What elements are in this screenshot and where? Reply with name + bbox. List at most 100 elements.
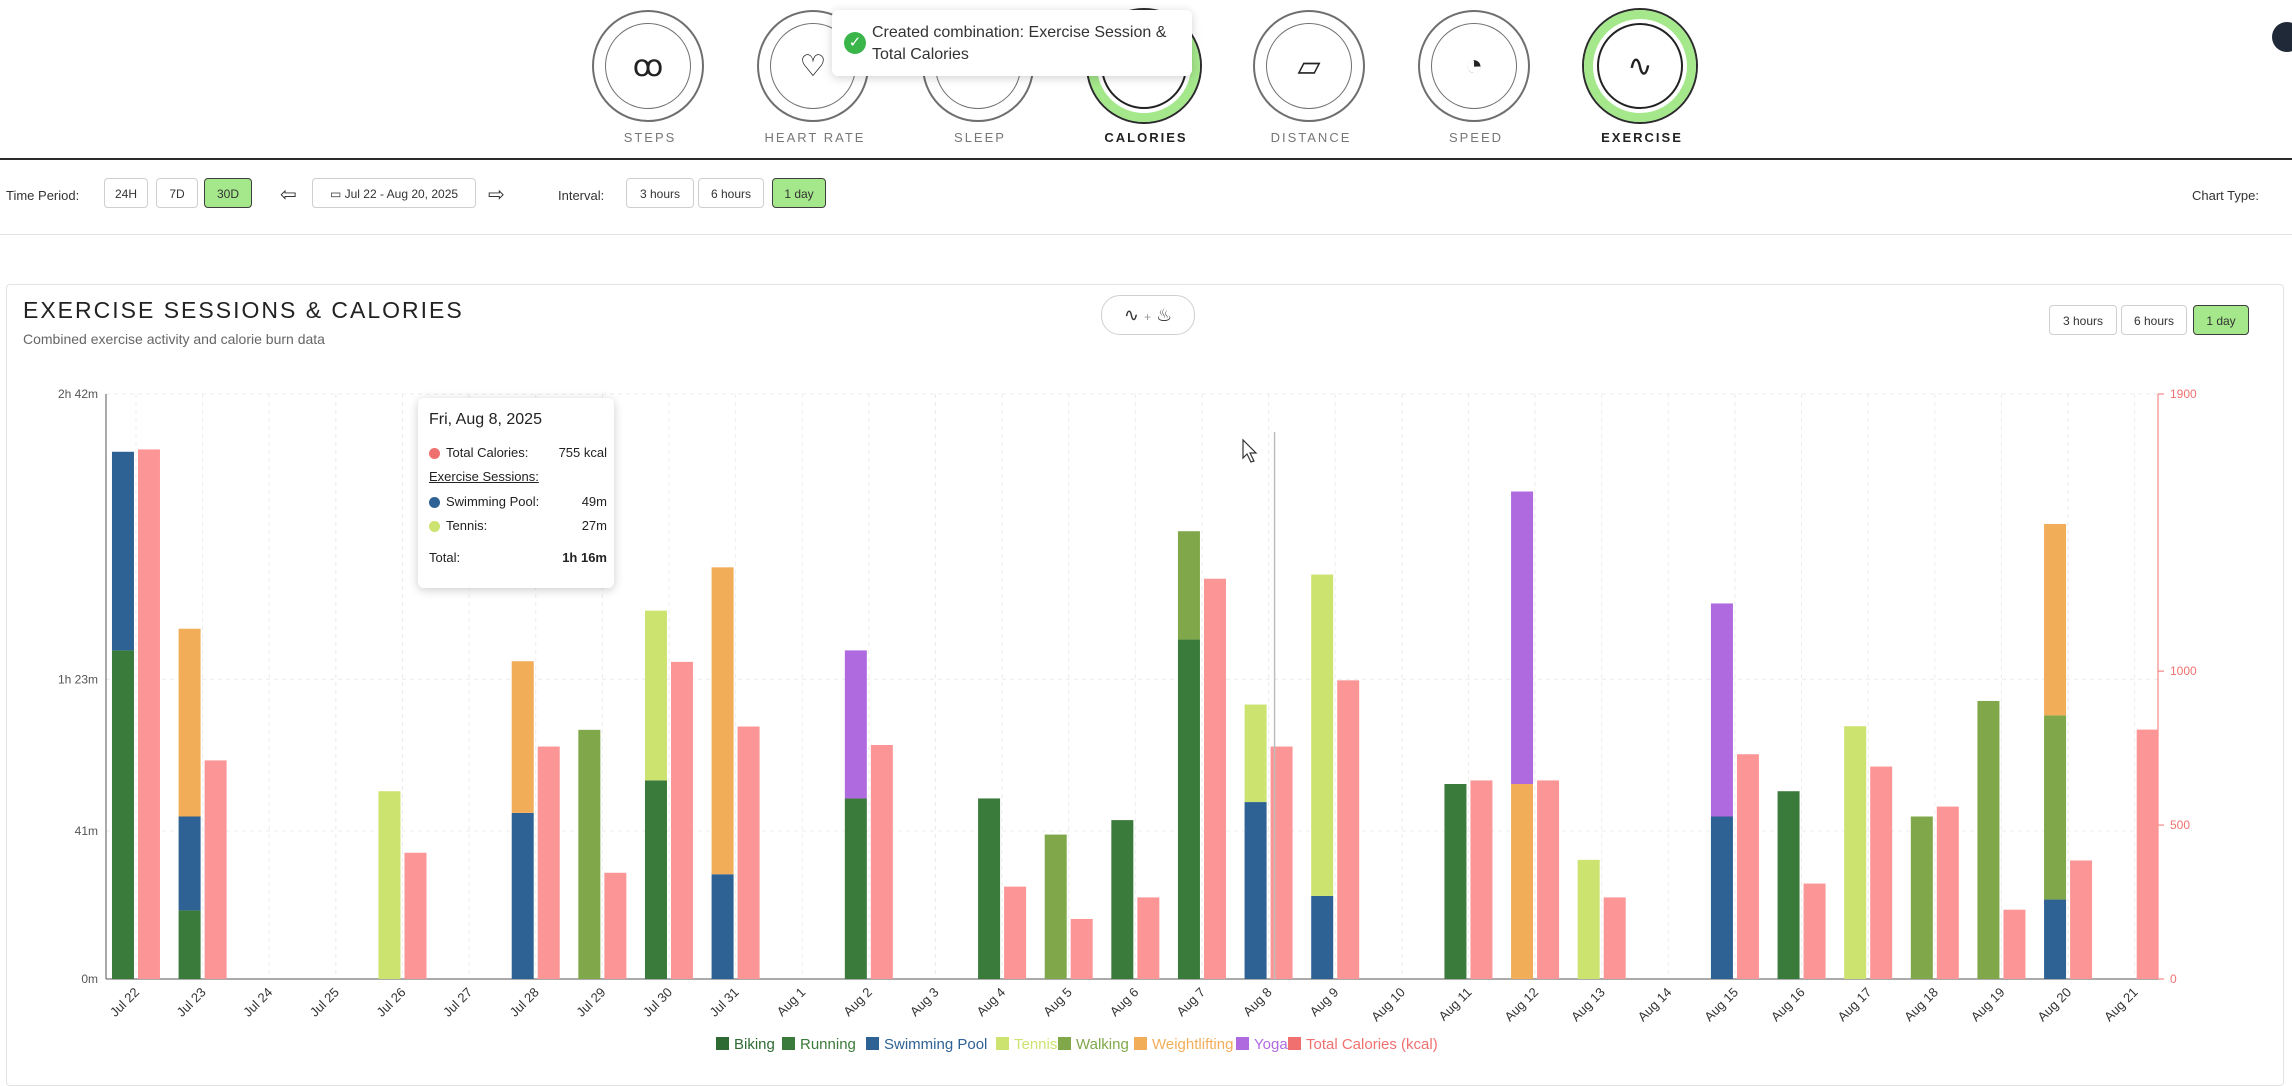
toast-notification: ✓ Created combination: Exercise Session … [832,10,1192,76]
toast-message: Created combination: Exercise Session & … [872,24,1167,63]
legend-label: Yoga [1254,1036,1288,1053]
period-24h-button[interactable]: 24H [104,178,148,208]
swimming-dot-icon [429,497,440,509]
legend-swatch [1058,1037,1071,1050]
legend-label: Running [800,1036,856,1053]
x-tick-label: Aug 21 [2101,985,2141,1025]
calories-bar [404,852,427,979]
metric-ring[interactable]: ◔ [1418,10,1530,122]
exercise-bar-weightlifting [511,661,534,813]
next-range-icon[interactable]: ⇨ [488,184,505,206]
calories-bar [137,449,160,980]
calories-bar [670,661,693,979]
metric-ring[interactable]: ꝏ [592,10,704,122]
card-interval-3h-button[interactable]: 3 hours [2049,305,2117,335]
legend-swatch [716,1037,729,1050]
interval-1d-button[interactable]: 1 day [772,178,826,208]
metric-speed[interactable]: ◔ SPEED [1416,10,1536,150]
legend-swatch [1134,1037,1147,1050]
exercise-bar-yoga [844,650,867,799]
legend-label: Tennis [1014,1036,1057,1053]
exercise-bar-walking [1177,531,1200,640]
tooltip-calories-row: Total Calories: 755 kcal [429,445,607,463]
metric-ring[interactable]: ▱ [1253,10,1365,122]
x-tick-label: Aug 1 [774,985,809,1020]
calories-bar [1337,680,1360,979]
previous-range-icon[interactable]: ⇦ [280,184,297,206]
x-tick-label: Jul 23 [174,985,209,1020]
exercise-bar-swimming-pool [511,812,534,979]
calories-bar [537,746,560,979]
metric-ring-inner: ▱ [1266,23,1352,109]
y-right-tick-label: 0 [2170,972,2177,986]
exercise-bar-tennis [1311,574,1334,896]
footprints-icon: ꝏ [632,49,664,83]
metric-steps[interactable]: ꝏ STEPS [590,10,710,150]
x-tick-label: Aug 5 [1040,985,1075,1020]
exercise-bar-swimming-pool [111,451,134,651]
chart-tooltip: Fri, Aug 8, 2025 Total Calories: 755 kca… [418,398,614,588]
exercise-bar-swimming-pool [1710,816,1733,979]
y-left-tick-label: 1h 23m [58,672,98,686]
legend-label: Walking [1076,1036,1129,1053]
x-tick-label: Jul 28 [507,985,542,1020]
calories-bar [1936,806,1959,979]
exercise-bar-weightlifting [178,628,201,817]
exercise-bar-weightlifting [711,567,734,875]
avatar[interactable] [2272,22,2292,52]
calories-bar [870,745,893,979]
card-interval-1d-button[interactable]: 1 day [2193,305,2249,335]
chart-controls: Time Period: 24H 7D 30D ⇦ ▭ Jul 22 - Aug… [0,160,2292,235]
metric-distance[interactable]: ▱ DISTANCE [1251,10,1371,150]
metric-label: SPEED [1448,130,1504,145]
calories-bar [1004,886,1027,979]
tooltip-session-row: Tennis: 27m [429,518,607,536]
calories-bar [1070,918,1093,979]
x-tick-label: Jul 22 [107,985,142,1020]
calories-bar [1203,578,1226,979]
tooltip-total-row: Total: 1h 16m [429,550,607,568]
metric-exercise[interactable]: ∿ EXERCISE [1582,10,1702,150]
legend-swatch [1288,1037,1301,1050]
calories-bar [2136,729,2159,979]
exercise-bar-weightlifting [1511,784,1534,979]
date-range-picker[interactable]: ▭ Jul 22 - Aug 20, 2025 [312,178,476,208]
y-left-tick-label: 2h 42m [58,387,98,401]
metric-ring[interactable]: ∿ [1584,10,1696,122]
card-interval-6h-button[interactable]: 6 hours [2121,305,2187,335]
calories-bar [1470,780,1493,979]
x-tick-label: Aug 4 [974,985,1009,1020]
y-right-tick-label: 1900 [2170,387,2197,401]
y-left-tick-label: 0m [81,972,98,986]
calories-bar [2003,909,2026,979]
x-tick-label: Jul 27 [440,985,475,1020]
exercise-bar-running [844,798,867,979]
tooltip-session-name: Tennis: [446,518,488,533]
x-tick-label: Jul 25 [307,985,342,1020]
x-tick-label: Aug 8 [1240,985,1275,1020]
metric-label: CALORIES [1104,130,1188,145]
metric-label: DISTANCE [1270,130,1352,145]
tooltip-total-label: Total: [429,550,461,565]
metric-ring-inner: ◔ [1431,23,1517,109]
tooltip-date: Fri, Aug 8, 2025 [429,411,542,428]
period-30d-button[interactable]: 30D [204,178,252,208]
x-tick-label: Aug 6 [1107,985,1142,1020]
x-tick-label: Aug 12 [1501,985,1541,1025]
chart-title: EXERCISE SESSIONS & CALORIES [23,297,464,323]
exercise-bar-tennis [378,791,401,979]
combination-badge[interactable]: ∿ + ♨ [1101,295,1195,335]
plus-icon: + [1143,310,1151,324]
interval-label: Interval: [558,188,605,203]
heart-icon: ♡ [799,49,827,83]
interval-3h-button[interactable]: 3 hours [626,178,694,208]
interval-6h-button[interactable]: 6 hours [698,178,764,208]
x-tick-label: Aug 13 [1568,985,1608,1025]
tooltip-session-row: Swimming Pool: 49m [429,494,607,512]
exercise-bar-tennis [1244,704,1267,803]
calories-bar [1137,897,1160,979]
metric-label: EXERCISE [1601,130,1683,145]
period-7d-button[interactable]: 7D [156,178,198,208]
x-tick-label: Aug 7 [1173,985,1208,1020]
